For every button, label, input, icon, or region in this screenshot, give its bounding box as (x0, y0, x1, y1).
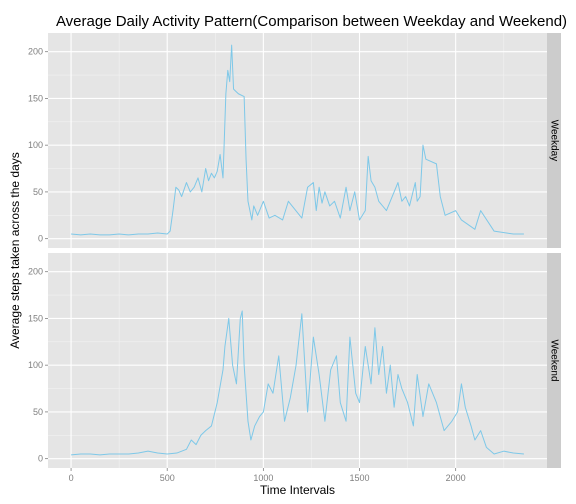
x-tick-label: 1500 (349, 473, 369, 483)
y-tick-label: 100 (28, 140, 43, 150)
facet-panel-weekend: 0 50 100 150 200 Weekend (28, 253, 561, 468)
panel-background (48, 253, 547, 468)
x-tick-label: 2000 (446, 473, 466, 483)
x-tick-label: 1000 (253, 473, 273, 483)
x-axis-title: Time Intervals (260, 483, 335, 497)
chart-title: Average Daily Activity Pattern(Compariso… (56, 13, 567, 30)
y-axis-title: Average steps taken across the days (8, 152, 22, 349)
panel-background (48, 33, 547, 248)
y-tick-label: 50 (33, 187, 43, 197)
y-tick-label: 150 (28, 93, 43, 103)
y-tick-label: 200 (28, 47, 43, 57)
facet-label-weekday: Weekday (548, 120, 559, 162)
x-tick-label: 500 (160, 473, 175, 483)
y-tick-label: 150 (28, 313, 43, 323)
y-tick-label: 0 (38, 234, 43, 244)
facet-panel-weekday: 0 50 100 150 200 Weekday (28, 33, 561, 248)
facets: 0 50 100 150 200 Weekday 0 50 100 150 200 Weekend (28, 33, 561, 468)
y-tick-label: 200 (28, 267, 43, 277)
y-tick-label: 0 (38, 454, 43, 464)
x-tick-label: 0 (69, 473, 74, 483)
facet-label-weekend: Weekend (548, 339, 559, 381)
y-tick-label: 50 (33, 407, 43, 417)
x-axis: 0 500 1000 1500 2000 (69, 468, 466, 483)
y-tick-label: 100 (28, 360, 43, 370)
